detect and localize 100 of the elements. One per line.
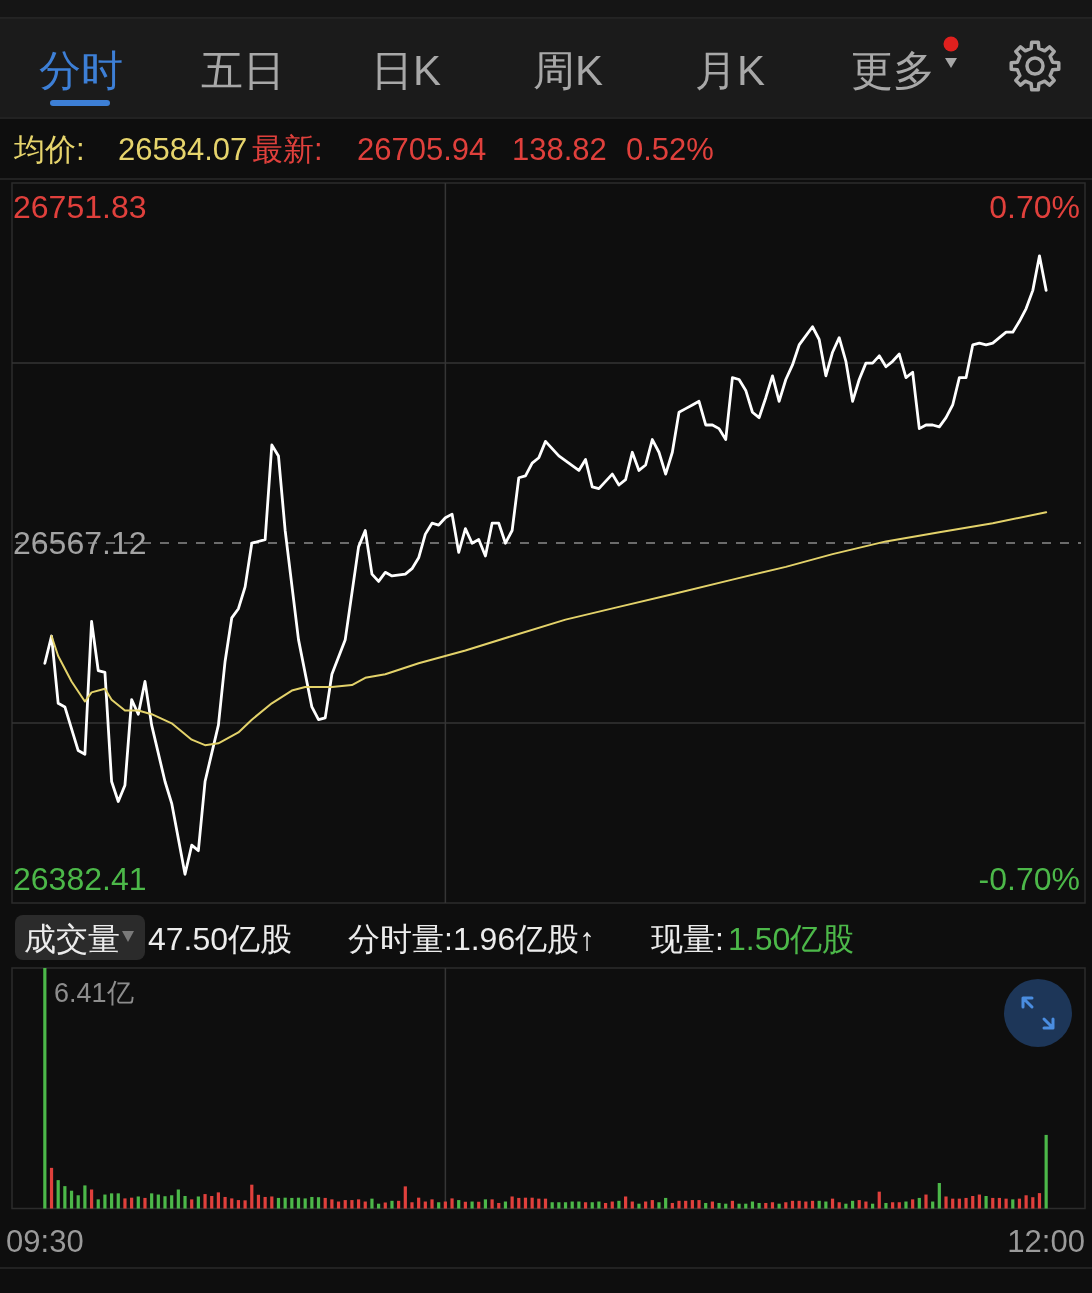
- bar: [684, 1200, 688, 1209]
- bar: [203, 1194, 207, 1209]
- bar: [1024, 1195, 1028, 1209]
- bar: [570, 1201, 574, 1209]
- bar: [263, 1196, 267, 1209]
- bar: [737, 1203, 741, 1209]
- bar: [884, 1202, 888, 1209]
- bar: [550, 1202, 554, 1209]
- bar: [56, 1180, 60, 1209]
- bar: [343, 1200, 347, 1209]
- bar: [837, 1202, 841, 1209]
- bar: [850, 1200, 855, 1209]
- bar: [463, 1201, 467, 1209]
- bar: [383, 1202, 387, 1209]
- bar: [1004, 1198, 1008, 1209]
- bar: [96, 1199, 100, 1209]
- bar: [790, 1200, 795, 1209]
- bar: [630, 1201, 634, 1209]
- text: 均价:: [13, 132, 85, 167]
- bar: [503, 1201, 508, 1209]
- bar: [877, 1191, 881, 1209]
- bar: [143, 1197, 147, 1209]
- x-tick-label: 12:00: [1007, 1224, 1085, 1259]
- bar: [977, 1194, 981, 1209]
- text: 138.82: [512, 132, 607, 167]
- bar: [110, 1193, 114, 1209]
- bar: [563, 1202, 568, 1209]
- bar: [437, 1202, 441, 1209]
- bar: [283, 1197, 287, 1209]
- bar: [964, 1197, 968, 1209]
- bar: [350, 1200, 354, 1209]
- bar: [216, 1192, 220, 1209]
- bar: [83, 1185, 87, 1209]
- bar: [43, 968, 47, 1209]
- bar: [457, 1200, 461, 1209]
- bar: [403, 1186, 407, 1209]
- bar: [617, 1200, 621, 1209]
- text: 周K: [532, 47, 604, 94]
- bar: [597, 1201, 601, 1209]
- bar: [931, 1201, 935, 1209]
- bar: [377, 1203, 381, 1209]
- text: 成交量: [24, 921, 120, 957]
- text: 现量:: [651, 921, 724, 957]
- bar: [530, 1197, 534, 1209]
- bar: [690, 1200, 694, 1209]
- bar: [891, 1202, 895, 1209]
- text: 26705.94: [357, 132, 487, 167]
- bar: [517, 1197, 521, 1209]
- bar: [163, 1196, 167, 1209]
- bar: [156, 1194, 160, 1209]
- bar: [657, 1202, 661, 1209]
- y2-tick-label: -0.70%: [978, 861, 1080, 897]
- bar: [944, 1196, 948, 1209]
- bar: [49, 1167, 54, 1209]
- bar: [417, 1197, 421, 1209]
- bar: [757, 1202, 761, 1209]
- bar: [1011, 1199, 1015, 1209]
- y-tick-label: 26567.12: [13, 525, 147, 561]
- bar: [363, 1201, 367, 1209]
- text: 日K: [370, 47, 442, 94]
- bar: [603, 1202, 608, 1209]
- bar: [764, 1202, 768, 1209]
- bar: [984, 1195, 988, 1209]
- bar: [644, 1201, 648, 1209]
- bar: [991, 1197, 995, 1209]
- bar: [497, 1202, 501, 1209]
- bar: [236, 1200, 241, 1209]
- bar: [69, 1190, 74, 1209]
- text: 分时量:1.96亿股↑: [348, 921, 596, 957]
- bar: [857, 1200, 861, 1209]
- bar: [724, 1203, 728, 1209]
- bar: [897, 1202, 901, 1209]
- bar: [450, 1198, 454, 1209]
- bar: [410, 1202, 414, 1209]
- bar: [490, 1199, 494, 1209]
- bar: [390, 1200, 394, 1209]
- bar: [583, 1202, 588, 1209]
- y-tick-label: 26751.83: [13, 188, 147, 225]
- bar: [1017, 1198, 1022, 1209]
- bar: [230, 1198, 234, 1209]
- bar: [316, 1197, 321, 1209]
- bar: [290, 1197, 294, 1209]
- bar: [103, 1194, 107, 1209]
- y2-tick-label: 0.70%: [989, 189, 1080, 225]
- annotation: 6.41亿: [54, 978, 134, 1008]
- text: 更多: [851, 47, 935, 94]
- bar: [136, 1196, 140, 1209]
- bar: [89, 1189, 94, 1209]
- bar: [624, 1196, 628, 1209]
- bar: [210, 1195, 214, 1209]
- bar: [1037, 1193, 1042, 1209]
- bar: [123, 1198, 127, 1209]
- bar: [670, 1202, 674, 1209]
- bar: [590, 1202, 594, 1209]
- bar: [470, 1201, 474, 1209]
- bar: [817, 1200, 821, 1209]
- text: 分时: [39, 47, 123, 94]
- bar: [810, 1200, 815, 1209]
- bar: [430, 1199, 434, 1209]
- y-tick-label: 26382.41: [13, 861, 147, 898]
